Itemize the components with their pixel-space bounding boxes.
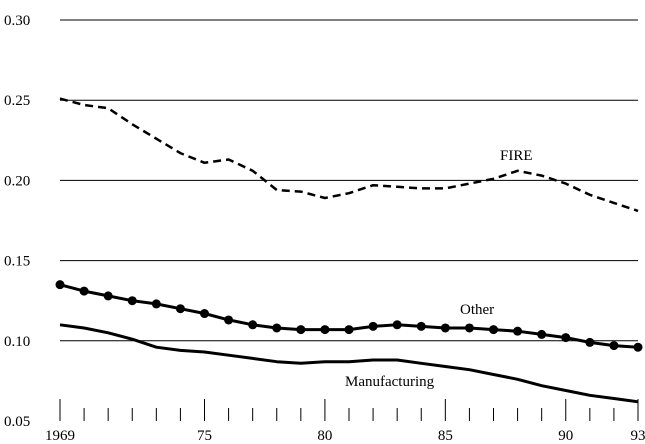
y-tick-label: 0.05 [4,414,30,430]
other-series-line [59,283,639,349]
other-data-point [561,333,571,343]
series-labels: FIRE Other Manufacturing [345,148,533,390]
other-data-point [464,323,474,333]
fire-series-line [59,97,639,213]
other-data-point [513,326,523,336]
x-tick-label: 80 [317,428,332,444]
fire-series-label: FIRE [500,148,533,164]
manufacturing-series-line [59,323,639,404]
other-data-point [416,321,426,331]
other-data-point [224,315,234,325]
other-data-point [127,296,137,306]
other-data-point [368,321,378,331]
series-lines [55,97,643,404]
y-tick-label: 0.25 [4,93,30,109]
other-data-point [200,309,209,319]
other-data-point [296,325,306,335]
y-tick-label: 0.20 [4,173,30,189]
other-data-point [440,323,450,333]
other-data-point [272,323,282,333]
y-axis-tick-labels: 0.05 0.10 0.15 0.20 0.25 0.30 [4,13,30,430]
x-tick-label: 1969 [45,428,75,444]
other-data-point [537,329,547,339]
x-tick-label: 90 [558,428,573,444]
other-data-point [633,342,643,352]
other-series-label: Other [460,302,494,318]
other-data-point [103,291,113,301]
y-tick-label: 0.30 [4,13,30,29]
other-data-point [489,325,498,335]
other-data-point [79,286,89,296]
x-tick-label: 93 [631,428,645,444]
other-data-point [248,320,258,330]
other-data-point [320,325,330,335]
other-data-point [392,320,402,330]
other-data-point [585,337,595,347]
manufacturing-series-label: Manufacturing [345,374,435,390]
x-tick-label: 85 [438,428,453,444]
other-data-point [175,304,185,314]
other-data-point [151,299,161,309]
gridlines [60,19,638,342]
x-axis-tick-labels: 1969 75 80 85 90 93 [45,428,645,444]
other-data-point [609,341,619,351]
y-tick-label: 0.15 [4,254,30,270]
other-data-point [55,280,65,290]
x-tick-label: 75 [197,428,212,444]
y-tick-label: 0.10 [4,334,30,350]
other-data-point [344,325,354,335]
x-axis [59,399,639,421]
